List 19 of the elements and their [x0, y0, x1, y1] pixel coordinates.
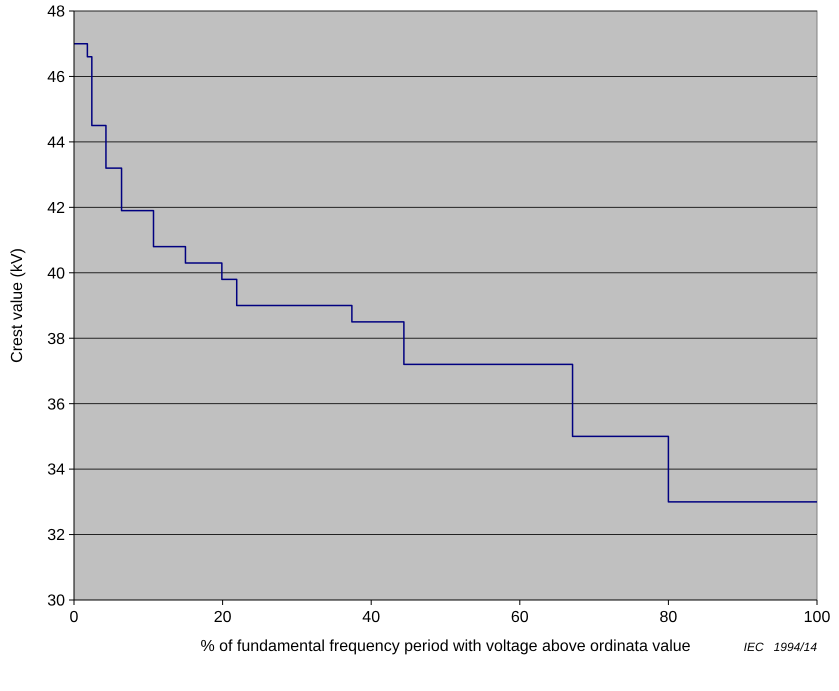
y-tick-label: 44	[47, 134, 66, 152]
x-tick-label: 80	[660, 609, 678, 626]
x-tick-label: 20	[214, 609, 232, 626]
x-tick-label: 100	[804, 609, 830, 626]
y-tick-label: 48	[47, 4, 66, 21]
y-tick-label: 42	[47, 200, 66, 217]
y-tick-label: 36	[47, 396, 66, 414]
y-tick-label: 30	[47, 592, 66, 610]
y-tick-label: 40	[47, 265, 66, 282]
text: IEC 1994/14	[744, 640, 818, 654]
y-tick-label: 46	[47, 69, 66, 86]
x-tick-label: 60	[510, 609, 529, 626]
y-axis-title: Crest value (kV)	[9, 248, 26, 363]
x-axis-title: % of fundamental frequency period with voltage above ordinata value	[200, 638, 691, 655]
y-tick-label: 32	[47, 527, 66, 544]
y-tick-label: 34	[47, 462, 66, 479]
y-tick-label: 38	[47, 330, 66, 348]
x-tick-label: 0	[70, 609, 79, 626]
x-tick-label: 40	[362, 609, 380, 626]
